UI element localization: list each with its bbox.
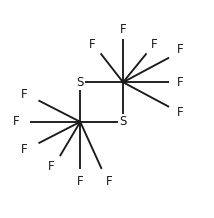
Text: F: F [177,76,183,89]
Text: S: S [77,76,84,89]
Text: F: F [151,38,157,51]
Text: F: F [21,87,28,100]
Text: F: F [177,106,183,119]
Text: F: F [89,38,95,51]
Text: F: F [106,175,112,188]
Text: F: F [120,23,126,36]
Text: F: F [21,143,28,156]
Text: F: F [13,115,19,128]
Text: F: F [77,175,83,188]
Text: F: F [48,160,55,173]
Text: S: S [119,115,127,128]
Text: F: F [177,43,183,56]
